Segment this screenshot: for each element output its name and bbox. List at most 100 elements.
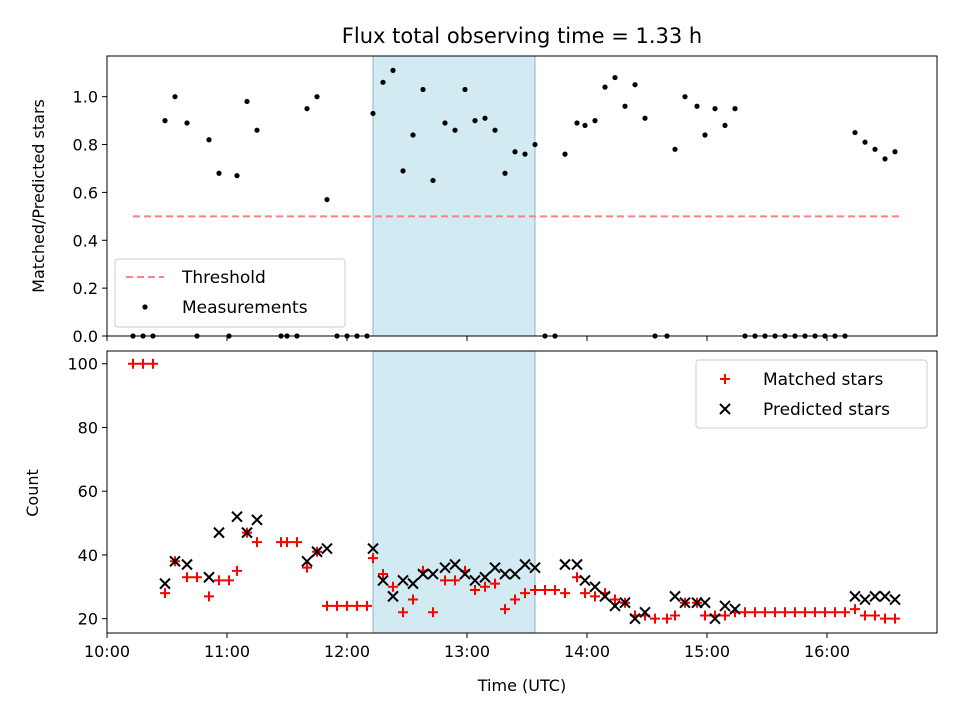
matched-star-point: [292, 537, 302, 548]
y-tick-label: 0.0: [73, 327, 98, 346]
matched-star-point: [332, 600, 342, 611]
measurement-point: [722, 122, 728, 129]
ratio-legend-box: [114, 258, 346, 328]
predicted-star-point: [719, 600, 731, 612]
matched-star-point: [572, 572, 582, 583]
ratio-panel-frame: [106, 55, 938, 337]
matched-star-point: [214, 575, 224, 586]
measurement-point: [410, 132, 416, 138]
predicted-star-point: [181, 558, 193, 571]
measurement-point: [872, 146, 878, 152]
predicted-star-point: [849, 590, 861, 603]
measurement-point: [602, 84, 608, 90]
matched-star-point: [192, 572, 202, 583]
matched-star-point: [670, 610, 680, 621]
measurement-point: [324, 196, 330, 203]
x-axis-label: Time (UTC): [477, 676, 566, 695]
predicted-star-point: [169, 555, 181, 568]
matched-star-point: [398, 607, 408, 618]
ratio-panel: Threshold Measurements 0.0 0.2 0.4 0.6 0.8 1.0…: [29, 55, 938, 346]
predicted-star-point: [321, 542, 333, 555]
predicted-star-point: [859, 593, 871, 606]
predicted-star-point: [619, 597, 631, 609]
matched-star-point: [450, 575, 460, 586]
measurement-point: [512, 149, 518, 155]
matched-star-point: [342, 600, 352, 611]
x-tick-label: 13:00: [444, 642, 490, 661]
predicted-star-point: [509, 568, 521, 580]
matched-star-point: [820, 607, 830, 618]
matched-star-point: [160, 588, 170, 599]
predicted-star-point: [311, 546, 323, 558]
measurement-point: [304, 106, 310, 112]
measurement-point: [452, 127, 458, 133]
predicted-star-point: [869, 590, 881, 603]
measurement-point: [682, 94, 688, 100]
matched-star-point: [740, 607, 750, 618]
x-tick-label: 15:00: [684, 642, 730, 661]
measurement-point: [632, 82, 638, 88]
matched-star-point: [800, 607, 810, 618]
measurement-point: [642, 115, 648, 121]
matched-star-point: [510, 594, 520, 605]
matched-star-point: [580, 588, 590, 599]
measurement-point: [162, 118, 168, 124]
count-panel-frame: [106, 350, 938, 634]
measurement-point: [442, 120, 448, 126]
measurement-point: [172, 94, 178, 100]
predicted-star-point: [231, 510, 243, 523]
matched-star-point: [770, 607, 780, 618]
matched-star-point: [148, 358, 158, 369]
predicted-star-point: [571, 558, 583, 571]
measurement-point: [882, 156, 888, 162]
matched-star-point: [224, 575, 234, 586]
measurement-point: [216, 170, 222, 176]
matched-star-point: [530, 584, 540, 595]
measurement-point: [574, 120, 580, 126]
predicted-star-point: [579, 574, 591, 587]
measurement-point: [622, 103, 628, 109]
matched-star-point: [490, 578, 500, 589]
matched-star-point: [282, 537, 292, 548]
predicted-star-point: [203, 571, 215, 583]
y-tick-label: 0.4: [73, 231, 98, 250]
measurement-point: [184, 120, 190, 126]
measurement-point: [234, 173, 240, 179]
predicted-star-point: [449, 558, 461, 571]
predicted-star-point: [599, 590, 611, 603]
measurement-point: [482, 115, 488, 121]
matched-star-point: [232, 565, 242, 576]
y-tick-label: 0.6: [73, 183, 98, 202]
measurement-point: [430, 177, 436, 184]
matched-star-point: [860, 610, 870, 621]
measurement-point: [254, 127, 260, 133]
predicted-star-point: [427, 568, 439, 580]
matched-star-point: [480, 581, 490, 592]
predicted-star-point: [609, 600, 621, 612]
measurement-point: [522, 151, 528, 157]
matched-star-point: [440, 575, 450, 586]
legend-threshold-label: Threshold: [181, 268, 266, 288]
observing-window-shade: [372, 55, 536, 337]
matched-star-point: [650, 613, 660, 624]
measurement-point: [370, 110, 376, 117]
predicted-star-point: [213, 526, 225, 539]
measurement-point: [502, 170, 508, 176]
matched-star-point: [388, 581, 398, 592]
measurement-point: [492, 127, 498, 133]
matched-star-point: [810, 607, 820, 618]
measurement-point: [206, 137, 212, 143]
predicted-star-point: [159, 577, 171, 590]
predicted-star-point: [639, 606, 651, 618]
measurement-point: [400, 168, 406, 174]
measurement-point: [380, 79, 386, 85]
predicted-star-point: [377, 574, 389, 587]
measurement-point: [244, 98, 250, 105]
predicted-star-point: [679, 597, 691, 609]
matched-star-point: [428, 607, 438, 618]
matched-star-point: [520, 588, 530, 599]
matched-star-point: [252, 537, 262, 548]
matched-star-point: [750, 607, 760, 618]
observing-window-shade: [372, 350, 536, 634]
legend-measurements-swatch: [142, 304, 148, 310]
